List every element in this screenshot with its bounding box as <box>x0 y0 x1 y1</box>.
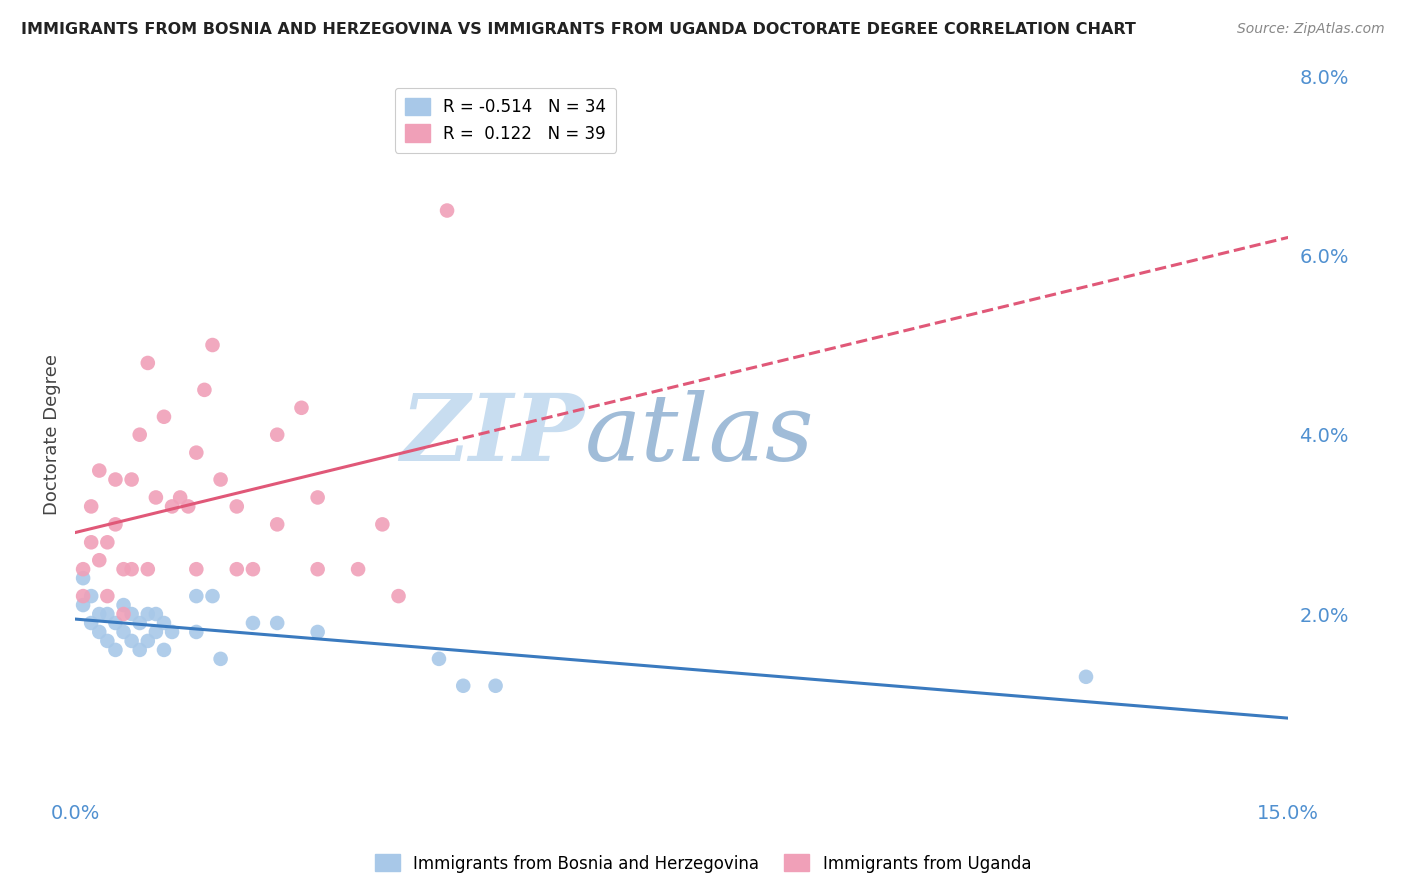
Point <box>136 607 159 621</box>
Point <box>387 589 409 603</box>
Point <box>160 500 183 514</box>
Point <box>112 562 135 576</box>
Point <box>201 589 224 603</box>
Legend: Immigrants from Bosnia and Herzegovina, Immigrants from Uganda: Immigrants from Bosnia and Herzegovina, … <box>368 847 1038 880</box>
Point <box>153 409 176 424</box>
Point <box>307 624 329 639</box>
Point <box>89 464 111 478</box>
Point <box>371 517 394 532</box>
Point <box>242 562 264 576</box>
Point <box>80 615 103 630</box>
Text: atlas: atlas <box>585 390 814 480</box>
Text: ZIP: ZIP <box>401 390 585 480</box>
Point <box>169 491 191 505</box>
Point <box>121 562 143 576</box>
Point <box>347 562 370 576</box>
Point <box>186 624 208 639</box>
Y-axis label: Doctorate Degree: Doctorate Degree <box>44 354 60 516</box>
Point <box>242 615 264 630</box>
Point <box>112 598 135 612</box>
Point <box>128 643 150 657</box>
Point <box>96 634 118 648</box>
Point <box>112 607 135 621</box>
Point <box>209 473 232 487</box>
Point <box>307 562 329 576</box>
Point <box>225 500 247 514</box>
Point <box>89 607 111 621</box>
Point <box>72 589 94 603</box>
Point <box>1074 670 1097 684</box>
Point <box>136 562 159 576</box>
Point <box>177 500 200 514</box>
Point <box>225 562 247 576</box>
Point <box>96 589 118 603</box>
Point <box>104 517 127 532</box>
Point <box>121 634 143 648</box>
Point <box>145 624 167 639</box>
Point <box>266 517 288 532</box>
Point <box>121 607 143 621</box>
Point <box>153 643 176 657</box>
Point <box>72 562 94 576</box>
Point <box>266 615 288 630</box>
Point <box>186 562 208 576</box>
Point <box>96 535 118 549</box>
Point <box>72 571 94 585</box>
Point <box>80 535 103 549</box>
Point <box>186 589 208 603</box>
Point <box>112 624 135 639</box>
Point <box>153 615 176 630</box>
Point <box>96 607 118 621</box>
Point <box>209 652 232 666</box>
Point <box>121 473 143 487</box>
Point <box>104 615 127 630</box>
Text: IMMIGRANTS FROM BOSNIA AND HERZEGOVINA VS IMMIGRANTS FROM UGANDA DOCTORATE DEGRE: IMMIGRANTS FROM BOSNIA AND HERZEGOVINA V… <box>21 22 1136 37</box>
Point <box>290 401 312 415</box>
Point <box>104 643 127 657</box>
Point <box>307 491 329 505</box>
Point <box>104 473 127 487</box>
Point <box>128 427 150 442</box>
Point <box>128 615 150 630</box>
Point <box>80 500 103 514</box>
Point <box>266 427 288 442</box>
Point <box>160 624 183 639</box>
Point <box>145 607 167 621</box>
Legend: R = -0.514   N = 34, R =  0.122   N = 39: R = -0.514 N = 34, R = 0.122 N = 39 <box>395 88 616 153</box>
Point <box>136 634 159 648</box>
Point <box>201 338 224 352</box>
Point <box>484 679 506 693</box>
Point <box>186 445 208 459</box>
Point <box>436 203 458 218</box>
Point <box>193 383 215 397</box>
Point <box>136 356 159 370</box>
Point <box>145 491 167 505</box>
Point <box>72 598 94 612</box>
Point <box>89 553 111 567</box>
Point <box>427 652 450 666</box>
Point <box>89 624 111 639</box>
Point <box>80 589 103 603</box>
Point <box>451 679 474 693</box>
Text: Source: ZipAtlas.com: Source: ZipAtlas.com <box>1237 22 1385 37</box>
